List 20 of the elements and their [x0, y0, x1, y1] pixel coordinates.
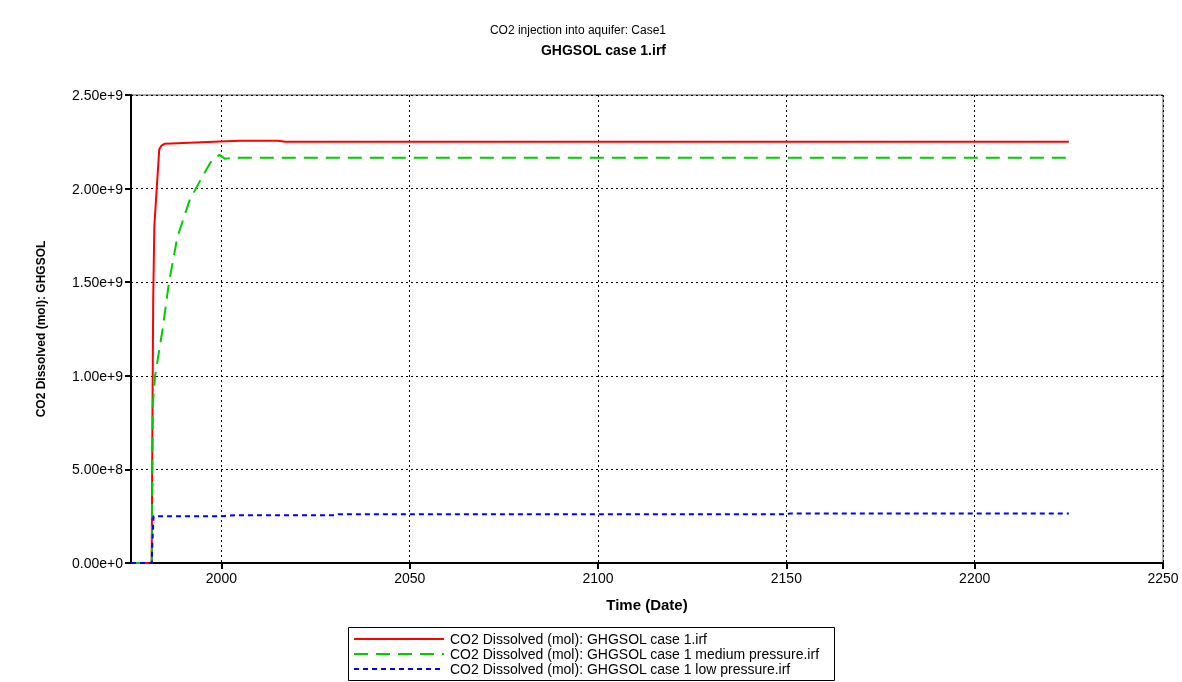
y-tick-label: 1.00e+9: [72, 367, 124, 384]
x-tick-label: 2250: [1147, 570, 1179, 586]
x-tick-label: 2200: [959, 570, 991, 586]
y-axis-title: CO2 Dissolved (mol): GHGSOL: [34, 240, 48, 418]
x-tick-label: 2150: [770, 570, 803, 586]
y-tick-label: 1.50e+9: [72, 274, 124, 291]
y-tick-label: 5.00e+8: [72, 461, 124, 478]
y-tick-label: 2.50e+9: [72, 87, 124, 103]
x-tick-label: 2100: [582, 570, 614, 586]
x-axis-title: Time (Date): [606, 596, 688, 613]
legend-label: CO2 Dissolved (mol): GHGSOL case 1 low pressure.irf: [450, 661, 791, 677]
x-tick-label: 2050: [394, 570, 426, 586]
y-tick-label: 2.00e+9: [72, 180, 124, 197]
legend-label: CO2 Dissolved (mol): GHGSOL case 1 medium pressure.irf: [450, 646, 820, 662]
legend-label: CO2 Dissolved (mol): GHGSOL case 1.irf: [450, 631, 708, 647]
x-tick-label: 2000: [205, 570, 238, 586]
line-series: [130, 512, 1070, 564]
chart-subtitle: GHGSOL case 1.irf: [540, 42, 667, 58]
y-tick-label: 0.00e+0: [72, 555, 124, 571]
chart-title: CO2 injection into aquifer: Case1: [489, 23, 667, 37]
